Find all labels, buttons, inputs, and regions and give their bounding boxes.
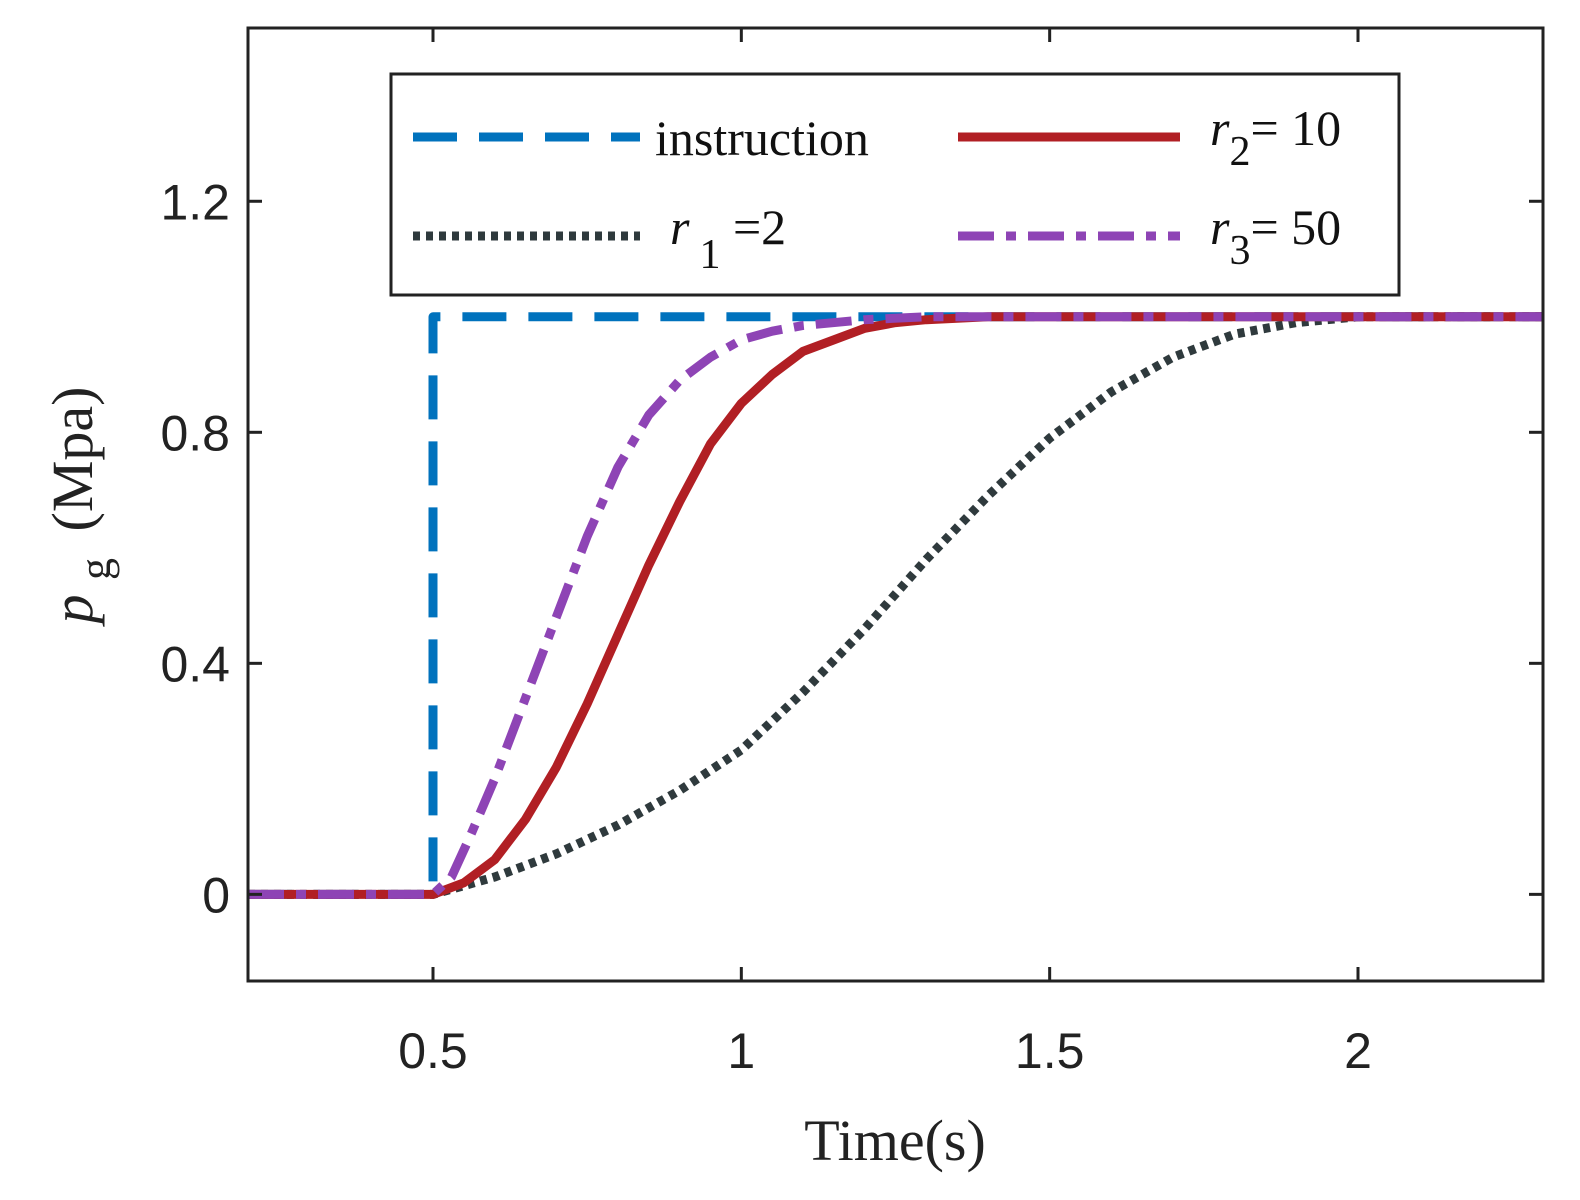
series-line-r1 xyxy=(248,312,1543,899)
plot-frame xyxy=(246,26,1545,983)
x-tick-label: 1.5 xyxy=(1015,1023,1085,1079)
x-tick-label: 1 xyxy=(727,1023,755,1079)
legend-box xyxy=(389,72,1401,297)
y-tick-label: 0.4 xyxy=(160,636,230,692)
y-axis-title-unit: (Mpa) xyxy=(40,387,105,532)
series-line-r3 xyxy=(248,312,1543,899)
legend-label-r3: r3= 50 xyxy=(1210,199,1341,274)
legend-label-r2: r2= 10 xyxy=(1210,100,1341,175)
y-tick-label: 1.2 xyxy=(160,174,230,230)
x-tick-label: 2 xyxy=(1344,1023,1372,1079)
legend-label-instruction: instruction xyxy=(655,110,869,166)
svg-text:p g (Mpa): p g (Mpa) xyxy=(40,387,123,628)
y-axis-title-main: p xyxy=(40,594,105,627)
axis-ticks: 0.5 1 1.5 2 0 0.4 0.8 1.2 xyxy=(160,28,1543,1079)
y-tick-label: 0 xyxy=(202,867,230,923)
y-tick-label: 0.8 xyxy=(160,405,230,461)
x-tick-label: 0.5 xyxy=(398,1023,468,1079)
plot-lines xyxy=(248,312,1543,899)
y-axis-title-subscript: g xyxy=(71,558,120,580)
x-axis-title: Time(s) xyxy=(804,1108,986,1173)
y-axis-title: p g (Mpa) xyxy=(40,387,123,628)
